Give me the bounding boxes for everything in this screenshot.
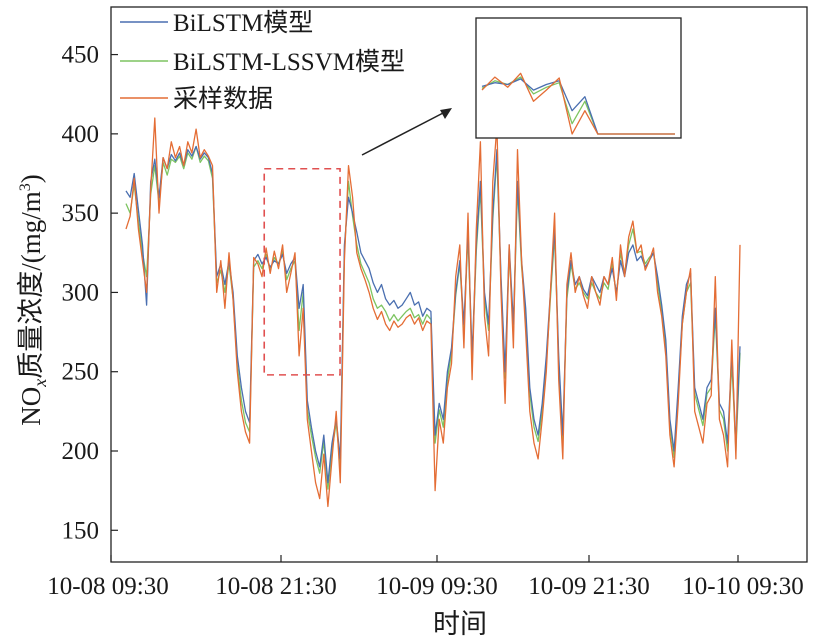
inset-layer bbox=[475, 17, 682, 139]
y-axis-title: NOx质量浓度/(mg/m3) bbox=[16, 174, 50, 426]
legend: BiLSTM模型 BiLSTM-LSSVM模型 采样数据 bbox=[120, 9, 405, 113]
y-tick-label: 400 bbox=[62, 121, 100, 148]
x-tick-label: 10-09 09:30 bbox=[376, 573, 498, 600]
y-tick-label: 300 bbox=[62, 279, 100, 306]
y-axis-ticks: 150 200 250 300 350 400 450 bbox=[62, 42, 118, 544]
series-line-1 bbox=[125, 145, 741, 490]
series-layer bbox=[125, 117, 741, 508]
legend-label-sample: 采样数据 bbox=[173, 85, 273, 113]
x-axis-title: 时间 bbox=[433, 609, 487, 639]
highlight-box bbox=[263, 167, 341, 376]
x-tick-label: 10-10 09:30 bbox=[682, 573, 804, 600]
y-tick-label: 200 bbox=[62, 438, 100, 465]
y-tick-label: 450 bbox=[62, 42, 100, 69]
x-axis-ticks: 10-08 09:30 10-08 21:30 10-09 09:30 10-09 2… bbox=[47, 555, 804, 600]
x-tick-label: 10-08 09:30 bbox=[47, 573, 169, 600]
series-line-2 bbox=[125, 117, 741, 508]
x-tick-label: 10-09 21:30 bbox=[528, 573, 650, 600]
legend-label-bilstm-lssvm: BiLSTM-LSSVM模型 bbox=[173, 48, 405, 76]
y-tick-label: 150 bbox=[62, 517, 100, 544]
y-tick-label: 350 bbox=[62, 200, 100, 227]
inset-series-line-2 bbox=[481, 72, 675, 135]
legend-label-bilstm: BiLSTM模型 bbox=[173, 9, 313, 37]
plot-frame bbox=[110, 6, 808, 563]
inset-frame bbox=[475, 17, 682, 139]
x-tick-label: 10-08 21:30 bbox=[215, 573, 337, 600]
highlight-layer bbox=[263, 167, 341, 376]
inset-pointer-arrow bbox=[361, 108, 452, 156]
y-tick-label: 250 bbox=[62, 359, 100, 386]
